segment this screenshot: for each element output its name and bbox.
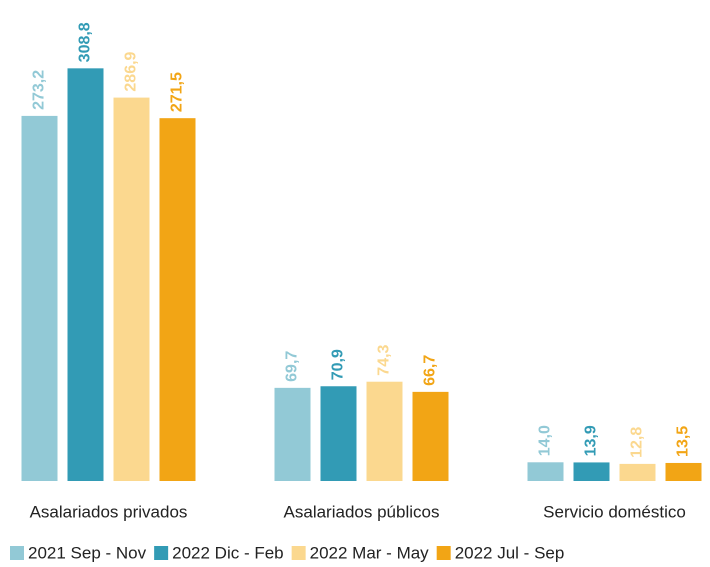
value-label: 273,2 xyxy=(31,70,48,110)
value-label: 74,3 xyxy=(376,344,393,375)
legend-label: 2021 Sep - Nov xyxy=(28,543,147,562)
bar xyxy=(527,462,564,481)
legend-swatch xyxy=(436,546,451,560)
bar xyxy=(113,97,150,481)
value-label: 13,9 xyxy=(583,425,600,456)
legend-label: 2022 Dic - Feb xyxy=(172,543,284,562)
legend-label: 2022 Jul - Sep xyxy=(455,543,565,562)
value-label: 70,9 xyxy=(330,349,347,380)
bar xyxy=(274,387,311,481)
value-label: 69,7 xyxy=(284,351,301,382)
bar xyxy=(619,463,656,481)
legend-label: 2022 Mar - May xyxy=(310,543,430,562)
x-tick-label: Asalariados públicos xyxy=(284,502,440,521)
legend-swatch xyxy=(291,546,306,560)
value-label: 12,8 xyxy=(629,427,646,458)
bar xyxy=(412,391,449,481)
bar xyxy=(159,118,196,481)
x-tick-label: Asalariados privados xyxy=(30,502,188,521)
bar xyxy=(67,68,104,482)
bar xyxy=(21,115,58,481)
value-label: 308,8 xyxy=(77,22,94,62)
value-label: 14,0 xyxy=(537,425,554,456)
legend-swatch xyxy=(10,546,24,560)
legend-swatch xyxy=(154,546,169,560)
value-label: 13,5 xyxy=(675,426,692,457)
value-label: 66,7 xyxy=(422,355,439,386)
bar xyxy=(573,462,610,481)
bar xyxy=(665,462,702,481)
bar xyxy=(320,386,357,481)
bar xyxy=(366,381,403,481)
value-label: 286,9 xyxy=(123,51,140,91)
x-tick-label: Servicio doméstico xyxy=(543,502,686,521)
value-label: 271,5 xyxy=(169,72,186,112)
